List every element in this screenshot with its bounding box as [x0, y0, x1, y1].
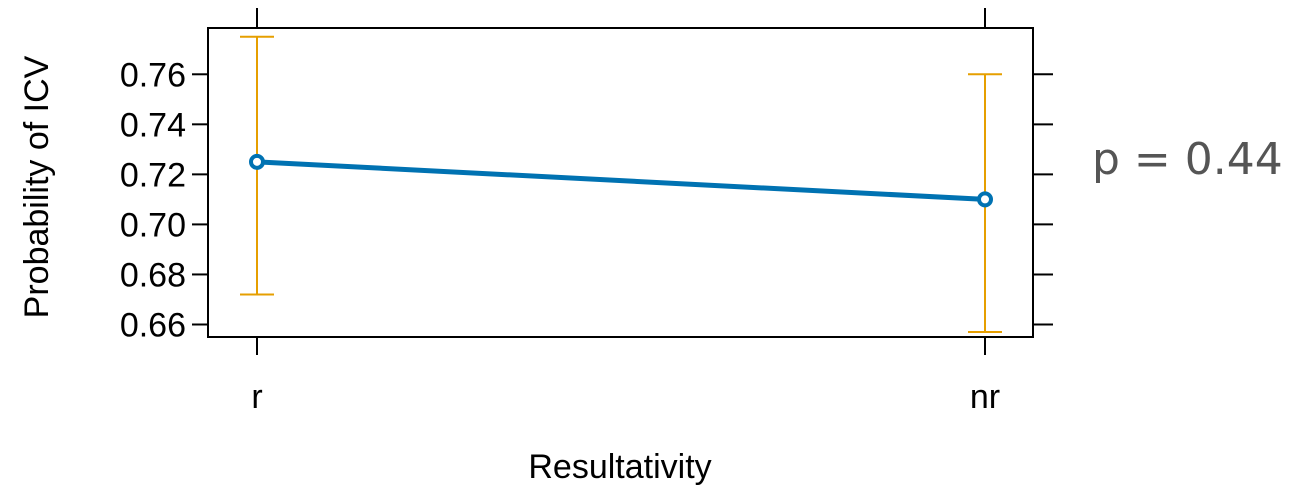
y-axis-title: Probability of ICV — [18, 55, 56, 318]
chart-marks — [240, 35, 1002, 333]
y-tick-label: 0.76 — [120, 56, 186, 94]
x-axis: r nr — [251, 8, 1000, 416]
y-tick-label: 0.66 — [120, 306, 186, 344]
x-tick-label: nr — [970, 378, 1000, 416]
y-tick-label: 0.70 — [120, 206, 186, 244]
plot-frame — [207, 27, 1034, 338]
y-tick-label: 0.74 — [120, 106, 186, 144]
x-axis-title: Resultativity — [528, 448, 711, 486]
y-tick-label: 0.68 — [120, 256, 186, 294]
series-line — [254, 159, 988, 202]
p-value-annotation: p = 0.44 — [1092, 134, 1283, 185]
data-point-nr — [977, 191, 993, 208]
data-point-r — [249, 153, 265, 170]
x-tick-label: r — [251, 378, 262, 416]
y-tick-label: 0.72 — [120, 156, 186, 194]
y-axis: 0.66 0.68 0.70 0.72 0.74 0.76 — [120, 56, 1053, 344]
plot-panel — [207, 27, 1034, 338]
